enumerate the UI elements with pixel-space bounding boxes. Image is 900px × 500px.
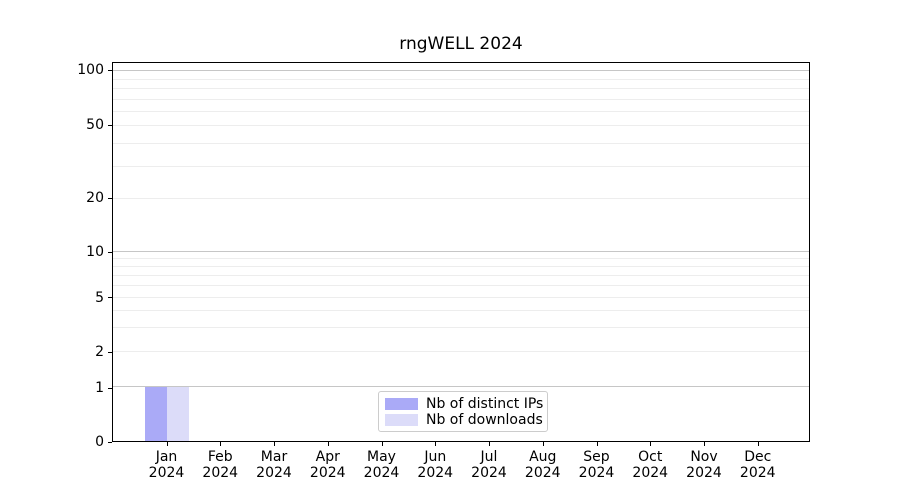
gridline-minor [113, 78, 809, 80]
x-tick-label: Jan 2024 [135, 449, 199, 481]
y-tick-mark [108, 251, 112, 253]
x-tick-year: 2024 [471, 465, 507, 481]
gridline-minor [113, 125, 809, 127]
gridline-major [113, 386, 809, 388]
y-tick-mark [108, 297, 112, 299]
gridline-minor [113, 98, 809, 100]
x-tick-year: 2024 [739, 465, 776, 481]
x-tick-year: 2024 [524, 465, 561, 481]
x-tick-mark [704, 442, 705, 446]
legend: Nb of distinct IPs Nb of downloads [378, 391, 548, 432]
x-tick-mark [435, 442, 437, 446]
legend-swatch [385, 397, 418, 410]
y-tick-mark [108, 351, 112, 353]
x-tick-label: Oct 2024 [618, 449, 682, 481]
x-tick-year: 2024 [686, 465, 722, 481]
y-tick-label: 100 [77, 62, 104, 79]
x-tick-month: Apr [315, 449, 340, 465]
x-tick-month: May [367, 449, 396, 465]
x-tick-year: 2024 [309, 465, 346, 481]
x-tick-year: 2024 [148, 465, 185, 481]
x-tick-mark [381, 442, 383, 446]
gridline-minor [113, 309, 809, 311]
legend-swatch [385, 413, 418, 426]
x-tick-year: 2024 [417, 465, 454, 481]
y-tick-label: 10 [86, 244, 104, 260]
x-tick-label: Jul 2024 [457, 449, 521, 481]
gridline-minor [113, 257, 809, 259]
x-tick-label: Apr 2024 [296, 449, 360, 481]
y-tick-label: 1 [95, 380, 104, 397]
chart-title: rngWELL 2024 [399, 34, 523, 54]
x-tick-month: Jun [424, 449, 447, 465]
bar-nb-of-distinct-ips [145, 387, 167, 441]
x-tick-month: Dec [744, 449, 772, 465]
gridline-minor [113, 265, 809, 267]
x-tick-label: Nov 2024 [672, 449, 736, 481]
bar-nb-of-downloads [166, 387, 189, 441]
gridline-major [113, 251, 809, 252]
x-tick-label: Aug 2024 [511, 449, 575, 481]
legend-item: Nb of distinct IPs [385, 396, 543, 412]
x-tick-month: Aug [529, 449, 557, 465]
x-tick-year: 2024 [202, 465, 239, 481]
x-tick-month: Feb [207, 449, 233, 465]
y-tick-mark [108, 441, 112, 443]
gridline-minor [113, 197, 809, 199]
gridline-minor [113, 165, 809, 167]
x-tick-year: 2024 [632, 465, 669, 481]
x-tick-mark [757, 442, 759, 446]
y-tick-label: 0 [95, 434, 104, 450]
y-tick-label: 50 [86, 117, 104, 134]
x-tick-label: Sep 2024 [565, 449, 629, 481]
x-tick-month: Oct [638, 449, 663, 465]
gridline-minor [113, 110, 809, 112]
y-tick-label: 2 [95, 344, 104, 361]
x-tick-mark [650, 442, 652, 446]
x-tick-mark [327, 442, 329, 446]
gridline-minor [113, 87, 809, 89]
x-tick-mark [489, 442, 490, 446]
x-tick-month: Sep [583, 449, 610, 465]
gridline-minor [113, 284, 809, 286]
x-tick-label: May 2024 [350, 449, 414, 481]
x-tick-year: 2024 [363, 465, 400, 481]
gridline-minor [113, 350, 809, 352]
gridline-minor [113, 142, 809, 144]
x-tick-label: Jun 2024 [403, 449, 467, 481]
x-tick-month: Jul [480, 449, 498, 465]
y-tick-mark [108, 69, 112, 71]
y-tick-mark [108, 124, 112, 126]
legend-label: Nb of downloads [426, 411, 543, 428]
gridline-minor [113, 326, 809, 328]
x-tick-label: Dec 2024 [726, 449, 790, 481]
x-tick-year: 2024 [256, 465, 292, 481]
x-tick-mark [596, 442, 598, 446]
x-tick-label: Feb 2024 [188, 449, 252, 481]
plot-area: Nb of distinct IPs Nb of downloads [112, 62, 810, 442]
y-tick-label: 5 [95, 289, 104, 306]
x-tick-mark [220, 442, 222, 446]
x-tick-month: Nov [690, 449, 718, 465]
gridline-major [113, 70, 809, 72]
x-tick-mark [542, 442, 544, 446]
x-tick-mark [274, 442, 275, 446]
gridline-minor [113, 296, 809, 298]
x-tick-year: 2024 [578, 465, 615, 481]
y-tick-mark [108, 387, 112, 389]
y-tick-mark [108, 197, 112, 199]
y-tick-label: 20 [86, 190, 104, 207]
x-tick-mark [166, 442, 168, 446]
legend-label: Nb of distinct IPs [426, 395, 544, 412]
x-tick-label: Mar 2024 [242, 449, 306, 481]
legend-item: Nb of downloads [385, 412, 543, 428]
x-tick-month: Mar [260, 449, 288, 465]
x-tick-month: Jan [155, 449, 178, 465]
gridline-minor [113, 274, 809, 276]
